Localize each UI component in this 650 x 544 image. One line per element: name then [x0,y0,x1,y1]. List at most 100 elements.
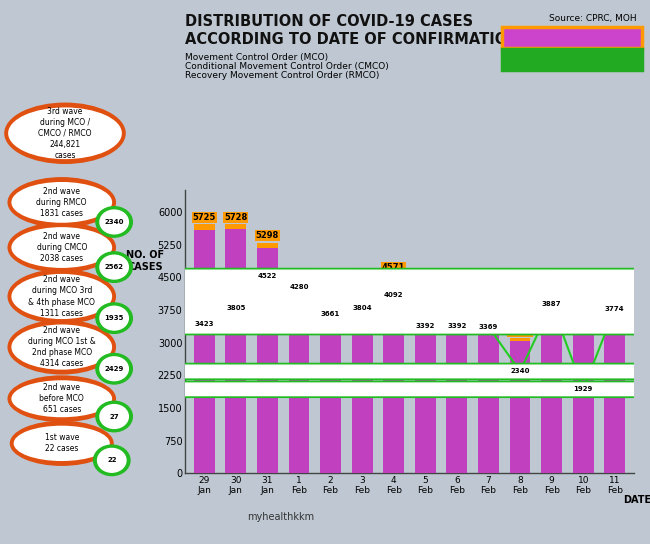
Circle shape [0,320,650,333]
Bar [307,290,309,473]
Text: Movement Control Order (MCO): Movement Control Order (MCO) [185,53,328,62]
Bar [194,224,214,473]
Bar [447,306,467,473]
Bar [573,330,593,473]
Circle shape [0,289,650,301]
Text: 3423: 3423 [194,322,214,327]
Text: 3847: 3847 [445,294,469,304]
Bar [559,330,562,473]
Bar [465,306,467,473]
Circle shape [0,319,650,332]
Bar [604,326,625,473]
Circle shape [0,365,650,378]
Circle shape [0,268,650,285]
Text: 1929: 1929 [573,386,593,392]
Text: 2340: 2340 [510,368,530,374]
Text: New Cases: New Cases [540,33,604,43]
Bar [289,290,309,294]
Text: 1st wave
22 cases: 1st wave 22 cases [45,434,79,453]
Text: 3805: 3805 [226,305,246,311]
Bar [433,326,436,473]
Text: 3455: 3455 [319,312,343,320]
Circle shape [0,318,650,331]
Bar [528,338,530,473]
Circle shape [0,383,650,395]
Text: 3731: 3731 [477,300,500,308]
Circle shape [0,300,650,316]
Text: ACCORDING TO DATE OF CONFIRMATION: ACCORDING TO DATE OF CONFIRMATION [185,32,520,47]
Bar [510,338,530,473]
Bar [370,287,372,473]
Bar [496,311,499,473]
Circle shape [0,319,650,335]
Text: NO. OF
CASES: NO. OF CASES [126,250,164,272]
Circle shape [0,298,650,311]
Text: 3288: 3288 [540,319,563,328]
Text: 2429: 2429 [105,366,124,372]
Bar [226,224,246,230]
Bar [257,243,278,248]
Text: myhealthkkm: myhealthkkm [247,512,314,522]
Text: 3392: 3392 [447,323,467,329]
Text: Recovery Movement Control Order (RMCO): Recovery Movement Control Order (RMCO) [185,71,380,81]
Bar [478,311,499,314]
Bar [384,274,404,473]
Text: Conditional Movement Control Order (CMCO): Conditional Movement Control Order (CMCO… [185,62,389,71]
Bar [257,243,278,473]
Circle shape [0,270,650,283]
Text: 22: 22 [107,458,116,463]
Text: 3384: 3384 [603,314,627,324]
Bar [320,323,341,326]
Circle shape [0,281,650,293]
Text: 5298: 5298 [255,231,279,240]
Text: 27: 27 [109,413,119,419]
Bar [226,224,246,473]
Text: DATE: DATE [623,495,650,505]
Bar [591,330,593,473]
Bar [352,287,372,473]
Circle shape [0,381,650,397]
Text: Discharged: Discharged [539,55,605,65]
Text: 4284: 4284 [350,275,374,285]
Circle shape [0,318,650,333]
Circle shape [0,279,650,295]
Text: Source: CPRC, MOH: Source: CPRC, MOH [549,14,637,23]
Bar [243,224,246,473]
Circle shape [0,318,650,333]
Bar [447,306,467,310]
Text: 4280: 4280 [289,284,309,290]
Bar [352,287,372,291]
Text: 2562: 2562 [105,264,124,270]
Text: 1935: 1935 [105,315,124,321]
Text: 5725: 5725 [192,213,216,222]
Text: 3804: 3804 [352,305,372,311]
Circle shape [0,303,650,316]
Bar [401,274,404,473]
Text: 3100: 3100 [508,327,532,336]
Text: 3392: 3392 [415,323,435,329]
Text: 4092: 4092 [384,292,404,298]
Bar [275,243,278,473]
Text: 2nd wave
during RMCO
1831 cases: 2nd wave during RMCO 1831 cases [36,187,87,218]
Text: 3288: 3288 [571,319,595,328]
Text: DISTRIBUTION OF COVID-19 CASES: DISTRIBUTION OF COVID-19 CASES [185,14,473,29]
Bar [212,224,214,473]
Text: 4522: 4522 [258,274,277,280]
Bar [384,274,404,279]
Text: 3369: 3369 [479,324,498,330]
Text: 2nd wave
during MCO 1st &
2nd phase MCO
4314 cases: 2nd wave during MCO 1st & 2nd phase MCO … [28,326,96,368]
Circle shape [0,316,650,332]
Text: 3rd wave
during MCO /
CMCO / RMCO
244,821
cases: 3rd wave during MCO / CMCO / RMCO 244,82… [38,107,92,160]
Circle shape [0,287,650,303]
Text: 2340: 2340 [105,219,124,225]
Circle shape [0,300,650,316]
Bar [194,224,214,230]
Bar [623,326,625,473]
Bar [541,330,562,333]
Text: 4214: 4214 [287,279,311,287]
Text: 3661: 3661 [321,311,340,317]
Circle shape [0,301,650,314]
Bar [573,330,593,333]
Circle shape [0,363,650,380]
Bar [415,326,436,329]
